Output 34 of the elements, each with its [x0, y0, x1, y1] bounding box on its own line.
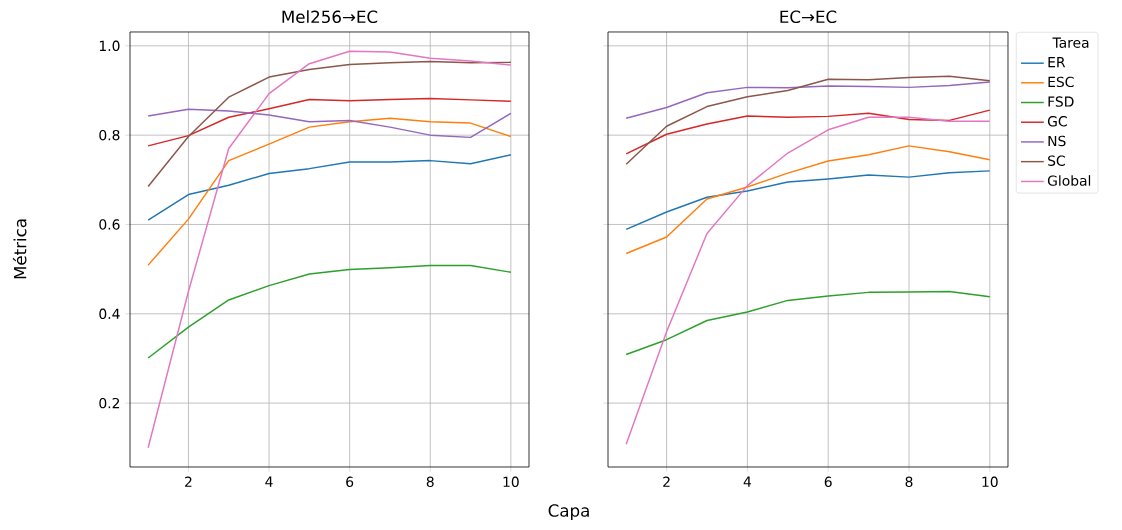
line-series	[147, 108, 512, 139]
x-axis-title: Capa	[548, 504, 589, 521]
x-tick-label: 2	[663, 476, 670, 487]
y-tick-label: 0.8	[99, 129, 120, 141]
line-series	[147, 50, 512, 449]
x-tick-label: 4	[265, 476, 273, 487]
legend-label: NS	[1048, 135, 1066, 147]
x-tick-label: 10	[982, 476, 998, 488]
x-tick-label: 8	[426, 476, 434, 488]
legend-label: GC	[1047, 116, 1067, 127]
y-tick-label: 1.0	[99, 40, 120, 52]
y-tick-label: 0.6	[99, 219, 120, 230]
y-tick-label: 0.4	[99, 308, 120, 320]
line-series	[147, 60, 512, 188]
legend-label: ESC	[1048, 76, 1074, 88]
chart-title: EC→EC	[780, 10, 837, 24]
x-tick-label: 6	[346, 476, 354, 488]
line-series	[147, 117, 512, 266]
line-series	[147, 97, 512, 147]
legend-label: Global	[1047, 175, 1091, 186]
x-tick-label: 8	[905, 476, 913, 488]
legend-title: Tarea	[1052, 37, 1089, 48]
chart-title: Mel256→EC	[282, 10, 378, 24]
legend-label: SC	[1048, 155, 1065, 166]
line-series	[147, 264, 512, 359]
legend-label: ER	[1048, 57, 1066, 68]
y-tick-label: 0.2	[99, 397, 120, 409]
x-tick-label: 2	[185, 476, 192, 487]
x-tick-label: 10	[503, 476, 519, 488]
line-series	[147, 154, 512, 221]
legend-label: FSD	[1048, 96, 1074, 107]
x-tick-label: 4	[743, 476, 752, 487]
y-axis-title: Métrica	[12, 219, 27, 279]
x-tick-label: 6	[824, 476, 832, 488]
